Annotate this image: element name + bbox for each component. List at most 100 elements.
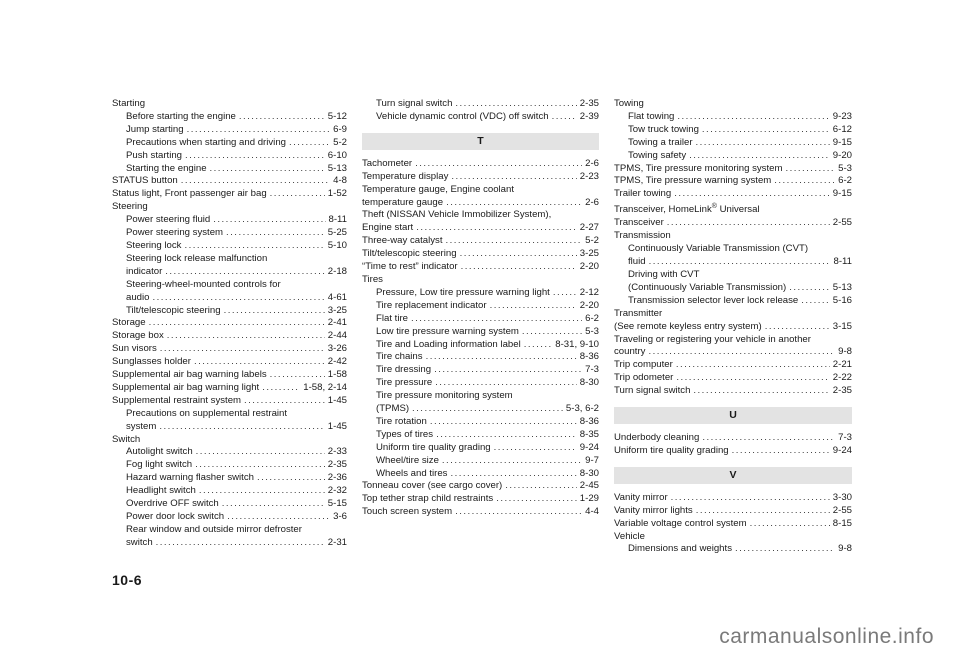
index-entry: Variable voltage control system8-15 bbox=[614, 518, 852, 531]
index-entry-line: Steering lock release malfunction bbox=[126, 252, 268, 264]
index-entry-line: Tire pressure monitoring system bbox=[376, 390, 513, 402]
index-entry: Tow truck towing6-12 bbox=[614, 124, 852, 137]
index-entry: Tonneau cover (see cargo cover)2-45 bbox=[362, 480, 599, 493]
index-entry: Headlight switch2-32 bbox=[112, 485, 347, 498]
index-entry: Tilt/telescopic steering3-25 bbox=[362, 248, 599, 261]
index-entry: Uniform tire quality grading9-24 bbox=[362, 442, 599, 455]
index-heading: Transmission bbox=[614, 230, 671, 242]
index-entry: Towing safety9-20 bbox=[614, 150, 852, 163]
index-entry: Touch screen system4-4 bbox=[362, 506, 599, 519]
index-entry: Storage2-41 bbox=[112, 317, 347, 330]
index-entry: Types of tires8-35 bbox=[362, 429, 599, 442]
index-entry: Underbody cleaning7-3 bbox=[614, 432, 852, 445]
section-letter-u: U bbox=[614, 407, 852, 425]
index-entry: Sunglasses holder2-42 bbox=[112, 356, 347, 369]
index-entry: Tire pressure8-30 bbox=[362, 377, 599, 390]
index-entry: Supplemental air bag warning light1-58, … bbox=[112, 382, 347, 395]
index-entry: switch2-31 bbox=[112, 537, 347, 550]
index-entry-line: Continuously Variable Transmission (CVT) bbox=[628, 243, 809, 255]
index-entry: Tire chains8-36 bbox=[362, 351, 599, 364]
index-entry: Tire replacement indicator2-20 bbox=[362, 300, 599, 313]
index-entry: Towing a trailer9-15 bbox=[614, 137, 852, 150]
index-entry: Flat tire6-2 bbox=[362, 313, 599, 326]
index-heading: Towing bbox=[614, 98, 644, 109]
index-entry: Uniform tire quality grading9-24 bbox=[614, 445, 852, 458]
index-entry-line: Traveling or registering your vehicle in… bbox=[614, 333, 811, 345]
index-entry: fluid8-11 bbox=[614, 256, 852, 269]
index-entry: Hazard warning flasher switch2-36 bbox=[112, 472, 347, 485]
index-entry: Transceiver2-55 bbox=[614, 217, 852, 230]
index-heading: Starting bbox=[112, 98, 146, 109]
index-entry: Low tire pressure warning system5-3 bbox=[362, 326, 599, 339]
index-entry: Sun visors3-26 bbox=[112, 343, 347, 356]
index-entry: Engine start2-27 bbox=[362, 222, 599, 235]
index-entry: “Time to rest” indicator2-20 bbox=[362, 261, 599, 274]
index-entry: Before starting the engine5-12 bbox=[112, 111, 347, 124]
index-entry: Tire dressing7-3 bbox=[362, 364, 599, 377]
index-entry: Dimensions and weights9-8 bbox=[614, 543, 852, 556]
index-entry: indicator2-18 bbox=[112, 266, 347, 279]
index-entry-line: Driving with CVT bbox=[628, 268, 700, 280]
index-heading: Tires bbox=[362, 273, 383, 285]
index-entry: system1-45 bbox=[112, 421, 347, 434]
index-column-2: Turn signal switch2-35 Vehicle dynamic c… bbox=[362, 98, 599, 519]
index-entry: (Continuously Variable Transmission)5-13 bbox=[614, 282, 852, 295]
index-entry: audio4-61 bbox=[112, 292, 347, 305]
index-column-1: Starting Before starting the engine5-12 … bbox=[112, 98, 347, 550]
index-entry: TPMS, Tire pressure warning system6-2 bbox=[614, 175, 852, 188]
index-entry: Power steering fluid8-11 bbox=[112, 214, 347, 227]
index-entry-line: Temperature gauge, Engine coolant bbox=[362, 183, 515, 195]
index-entry: Tire and Loading information label8-31, … bbox=[362, 339, 599, 352]
index-entry: Status light, Front passenger air bag1-5… bbox=[112, 188, 347, 201]
index-entry: Vanity mirror3-30 bbox=[614, 492, 852, 505]
watermark: carmanualsonline.info bbox=[719, 625, 934, 648]
index-entry: Precautions when starting and driving5-2 bbox=[112, 137, 347, 150]
index-entry: Power steering system5-25 bbox=[112, 227, 347, 240]
index-heading: Steering bbox=[112, 201, 148, 213]
index-entry: (TPMS)5-3, 6-2 bbox=[362, 403, 599, 416]
index-entry: Steering lock5-10 bbox=[112, 240, 347, 253]
index-heading: Vehicle bbox=[614, 530, 645, 542]
index-entry: Vanity mirror lights2-55 bbox=[614, 505, 852, 518]
index-entry: Overdrive OFF switch5-15 bbox=[112, 498, 347, 511]
index-entry: Trip odometer2-22 bbox=[614, 372, 852, 385]
index-entry-line: Precautions on supplemental restraint bbox=[126, 407, 288, 419]
registered-mark: ® bbox=[711, 203, 717, 211]
index-entry: Trailer towing9-15 bbox=[614, 188, 852, 201]
index-entry: Flat towing9-23 bbox=[614, 111, 852, 124]
index-entry: Tilt/telescopic steering3-25 bbox=[112, 305, 347, 318]
index-entry: Vehicle dynamic control (VDC) off switch… bbox=[362, 111, 599, 124]
index-column-3: Towing Flat towing9-23 Tow truck towing6… bbox=[614, 98, 852, 556]
index-entry: Fog light switch2-35 bbox=[112, 459, 347, 472]
index-entry: Tachometer2-6 bbox=[362, 158, 599, 171]
index-entry: Autolight switch2-33 bbox=[112, 446, 347, 459]
index-entry: Transmission selector lever lock release… bbox=[614, 295, 852, 308]
index-entry-line: Theft (NISSAN Vehicle Immobilizer System… bbox=[362, 209, 552, 221]
index-entry: Turn signal switch2-35 bbox=[614, 385, 852, 398]
index-entry: temperature gauge2-6 bbox=[362, 197, 599, 210]
index-entry: Jump starting6-9 bbox=[112, 124, 347, 137]
section-letter-v: V bbox=[614, 466, 852, 484]
index-entry: Power door lock switch3-6 bbox=[112, 511, 347, 524]
index-entry-line: Steering-wheel-mounted controls for bbox=[126, 278, 281, 290]
section-letter-t: T bbox=[362, 132, 599, 150]
index-entry: Trip computer2-21 bbox=[614, 359, 852, 372]
index-entry: Supplemental air bag warning labels1-58 bbox=[112, 369, 347, 382]
index-entry: Wheel/tire size9-7 bbox=[362, 455, 599, 468]
index-entry: country9-8 bbox=[614, 346, 852, 359]
index-entry: Storage box2-44 bbox=[112, 330, 347, 343]
index-entry: Three-way catalyst5-2 bbox=[362, 235, 599, 248]
index-entry: Tire rotation8-36 bbox=[362, 416, 599, 429]
index-entry: Turn signal switch2-35 bbox=[362, 98, 599, 111]
index-entry: Pressure, Low tire pressure warning ligh… bbox=[362, 287, 599, 300]
index-entry: Supplemental restraint system1-45 bbox=[112, 395, 347, 408]
index-entry: Top tether strap child restraints1-29 bbox=[362, 493, 599, 506]
page-number: 10-6 bbox=[112, 572, 143, 588]
index-entry: Wheels and tires8-30 bbox=[362, 468, 599, 481]
index-entry: Push starting6-10 bbox=[112, 150, 347, 163]
index-entry: (See remote keyless entry system)3-15 bbox=[614, 321, 852, 334]
index-entry: STATUS button4-8 bbox=[112, 175, 347, 188]
index-entry: Temperature display2-23 bbox=[362, 171, 599, 184]
index-heading: Switch bbox=[112, 433, 141, 445]
